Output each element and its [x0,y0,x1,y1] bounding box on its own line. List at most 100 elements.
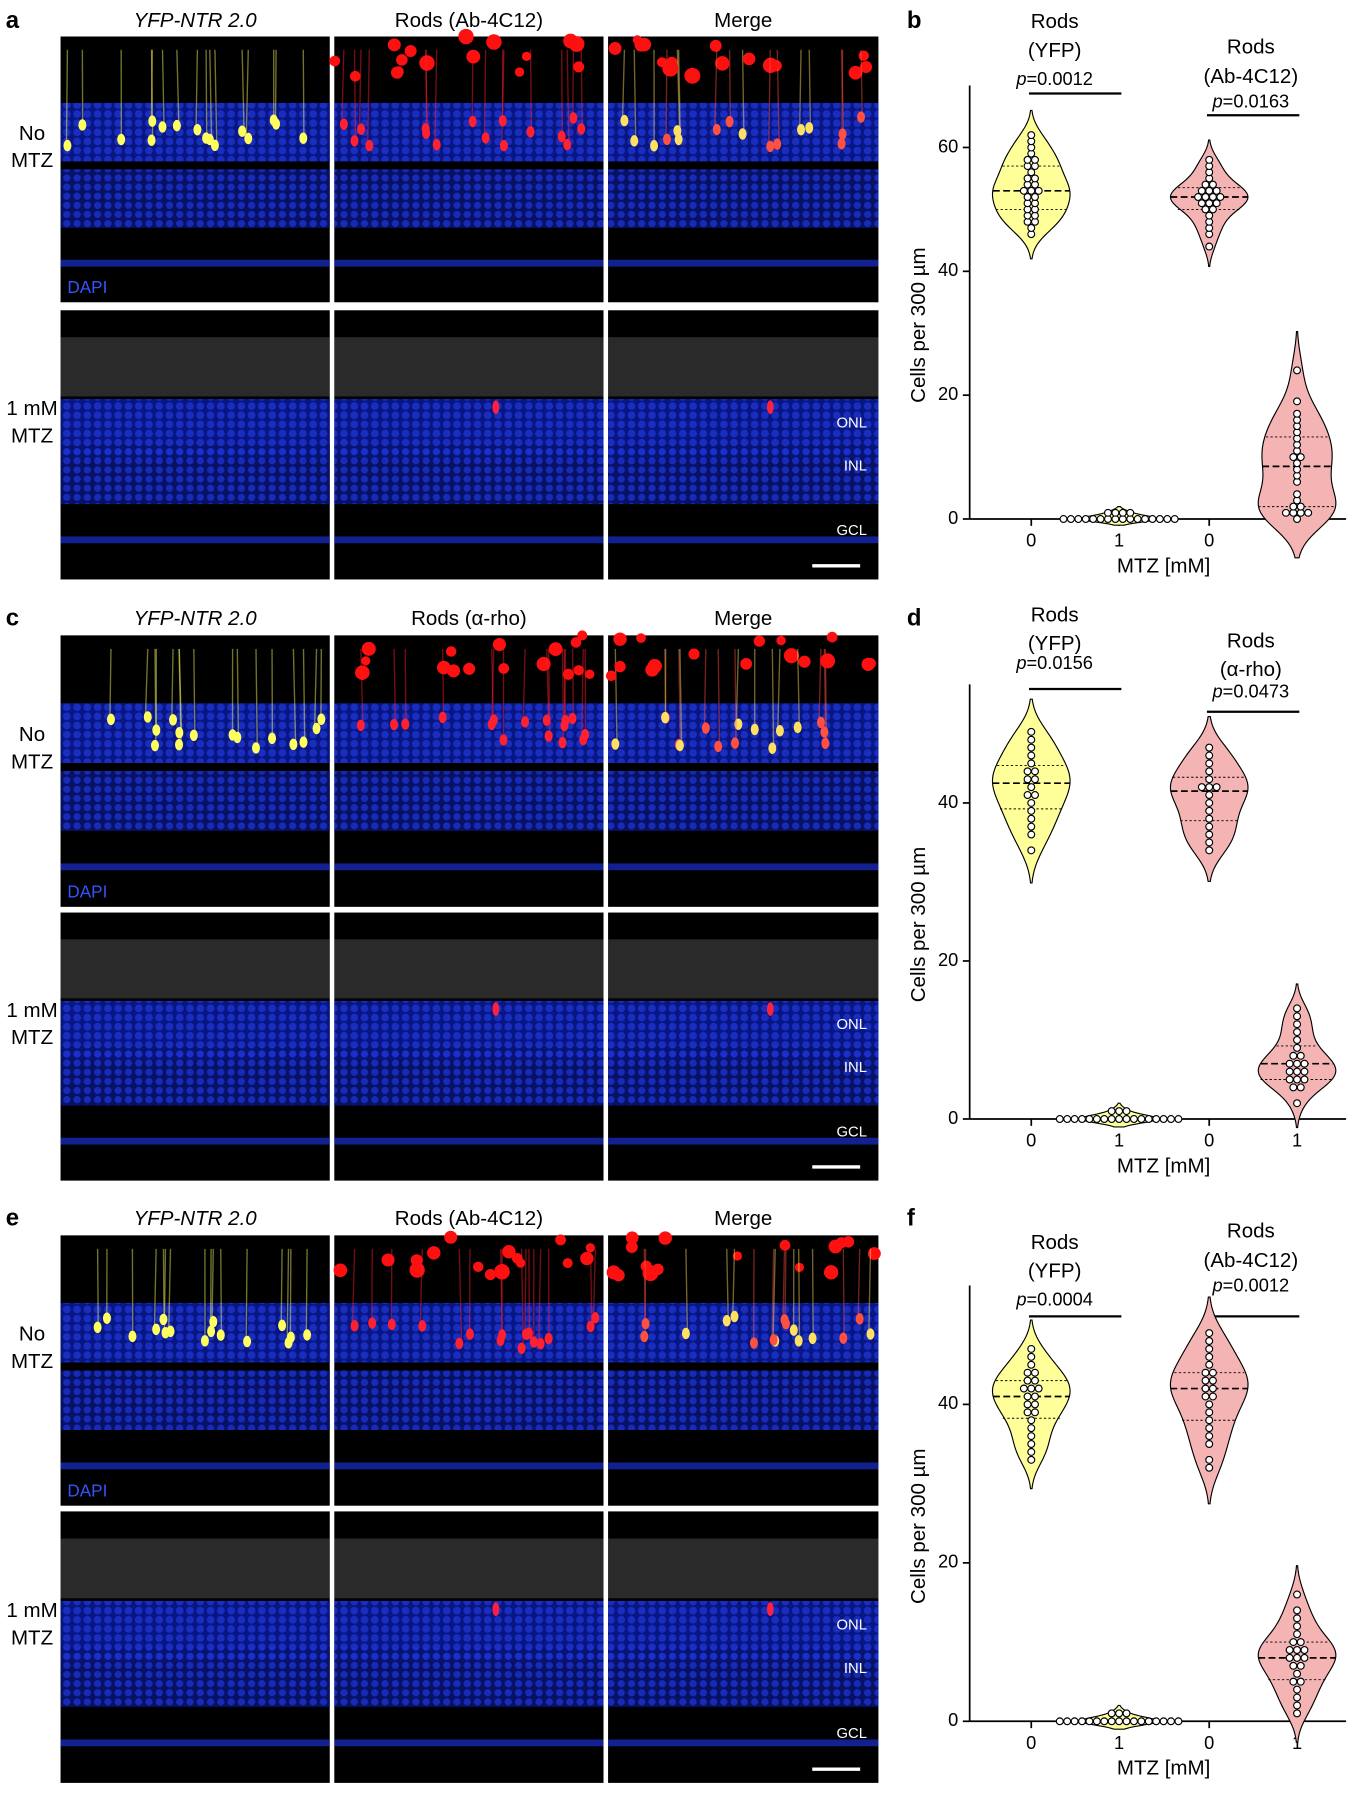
rod-process [241,49,245,132]
rod-process [193,648,196,736]
rod-process [563,648,567,721]
data-point [1167,1717,1175,1726]
data-point [1027,751,1036,760]
nuclear-layer [608,1137,879,1145]
rod-process [771,648,775,749]
rod-cell [421,123,430,135]
layer-label: ONL [837,415,867,431]
rod-process [434,49,438,145]
rod-process [842,1248,845,1339]
data-point [1027,168,1036,177]
row-label: MTZ [11,1350,53,1373]
rod-outer [606,1265,621,1280]
nuclear-layer [608,444,879,505]
haze [334,337,604,397]
data-point [1205,1360,1214,1369]
data-point [1205,798,1214,807]
rod-outer [568,36,585,52]
rod-outer [486,34,502,50]
layer-label: INL [844,1060,867,1076]
data-point [1197,199,1206,208]
data-point [1027,830,1036,839]
rod-cell [674,133,683,146]
rod-process [685,1248,689,1334]
haze [334,1538,604,1599]
data-point [1205,830,1214,839]
data-point [1027,798,1036,807]
data-point [1115,1717,1124,1726]
layer-label: GCL [837,1726,867,1742]
data-point [1205,743,1214,752]
data-point [1293,1059,1302,1068]
rod-process [313,648,318,729]
rod-process [546,648,550,721]
haze [60,1538,330,1599]
nuclear-layer [60,536,330,544]
column-title: Merge [714,607,772,630]
rod-cell [640,1330,649,1343]
data-point [1030,791,1039,800]
x-tick-label: 0 [1204,1130,1214,1151]
rod-cell [418,1320,427,1332]
rod-cell [189,729,198,741]
rod-process [678,648,681,745]
rod-cell [542,714,551,726]
data-point [1293,409,1302,418]
data-point [1027,1424,1036,1433]
data-point [1030,775,1039,784]
data-point [1027,735,1036,744]
nuclear-layer [334,771,604,831]
y-tick-label: 20 [938,1551,958,1572]
rod-cell [175,738,183,751]
x-tick-label: 0 [1204,1732,1214,1753]
data-point [1027,1455,1036,1464]
data-point [1115,1709,1124,1718]
rod-cell [611,738,620,750]
rod-cell [558,736,567,749]
rod-cell [200,1335,209,1347]
data-point [1208,180,1217,189]
p-symbol: p [1015,68,1026,89]
rod-cell [432,139,441,151]
data-point [1129,1115,1138,1124]
rod-outer [573,61,585,73]
rod-outer [548,642,563,657]
data-point [1201,205,1210,214]
data-point [1122,1107,1131,1116]
rod-outer [709,39,722,52]
rod-outer [514,67,525,77]
rod-process [302,49,305,139]
row-label: No [19,122,45,145]
data-point [1107,1107,1116,1116]
rod-process [209,49,213,140]
rod-process [341,49,345,125]
rod-cell [586,1320,595,1333]
rod-cell [821,737,830,749]
layer-label: ONL [837,1617,867,1633]
rod-cell [166,1325,175,1338]
rod-process [581,648,584,740]
panel-letter: e [6,1205,19,1232]
rod-cell [641,1317,650,1330]
rod-process [351,1248,356,1326]
layer-label: GCL [837,1124,867,1140]
panel-letter: a [6,7,20,34]
nuclear-layer [334,703,604,763]
rod-cell [243,1335,252,1348]
data-point [1205,1352,1214,1361]
rod-cell [269,114,278,126]
nuclear-layer [334,1370,604,1431]
layer-label: INL [844,1661,867,1677]
data-point [1289,1638,1298,1647]
data-point [1085,1717,1094,1726]
rod-process [811,1248,814,1339]
rod-cell [766,140,775,153]
rod-outer [605,670,617,682]
data-point [1019,1384,1028,1393]
data-point [1205,775,1214,784]
rod-outer [613,632,627,646]
rod-outer [410,1254,423,1267]
rod-process [236,648,240,738]
rod-outer [645,662,659,677]
rod-outer [511,1253,523,1264]
